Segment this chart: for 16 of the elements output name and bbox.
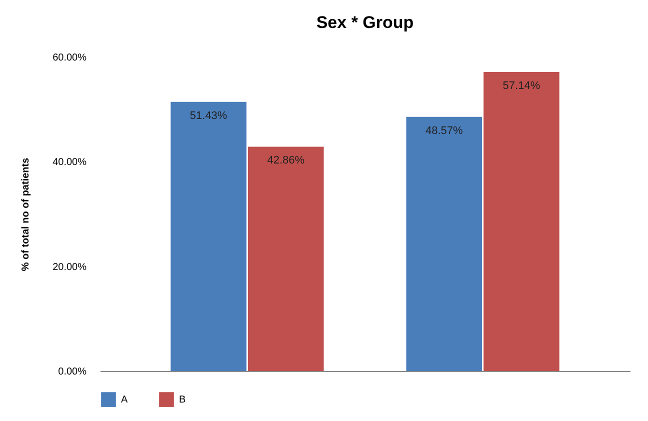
- y-tick-label: 60.00%: [52, 52, 87, 64]
- y-tick-label: 40.00%: [52, 157, 87, 168]
- data-label: 57.14%: [502, 80, 540, 92]
- bar: [248, 146, 324, 371]
- legend-label: A: [121, 394, 128, 406]
- bar: [170, 102, 246, 371]
- y-tick-label: 20.00%: [52, 262, 87, 273]
- chart-title: Sex * Group: [316, 13, 414, 32]
- data-label: 51.43%: [190, 110, 228, 122]
- legend-label: B: [179, 394, 186, 406]
- bar: [406, 116, 482, 371]
- y-axis-title: % of total no of patients: [20, 157, 32, 272]
- data-label: 42.86%: [267, 154, 305, 167]
- bar: [484, 72, 560, 371]
- y-tick-label: 0.00%: [58, 366, 87, 378]
- data-label: 48.57%: [425, 124, 463, 137]
